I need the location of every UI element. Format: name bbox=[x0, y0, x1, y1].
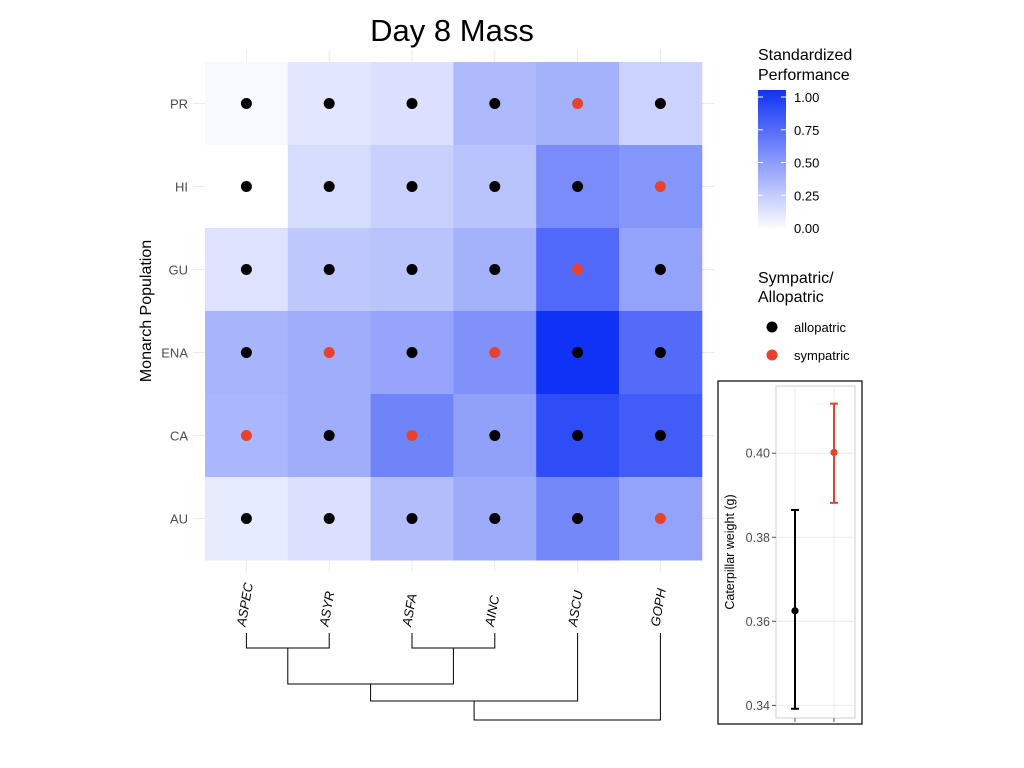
heatmap-point-GU-ASFA bbox=[406, 264, 418, 275]
heatmap-point-ENA-ASCU bbox=[572, 347, 584, 358]
heatmap-point-GU-ASPEC bbox=[240, 264, 252, 275]
heatmap-point-HI-GOPH bbox=[654, 181, 666, 192]
color-bar-tick-label-2: 0.50 bbox=[794, 156, 819, 171]
heatmap-point-CA-GOPH bbox=[654, 430, 666, 441]
point-legend-items: allopatric sympatric bbox=[766, 320, 850, 363]
color-legend-title-line2: Performance bbox=[758, 67, 850, 84]
inset-y-tick-label-2: 0.38 bbox=[746, 531, 770, 545]
heatmap-point-HI-ASCU bbox=[572, 181, 584, 192]
heatmap-point-HI-AINC bbox=[489, 181, 501, 192]
y-tick-label-GU: GU bbox=[169, 263, 189, 278]
point-legend-key-allopatric bbox=[766, 321, 778, 333]
heatmap-point-HI-ASYR bbox=[323, 181, 335, 192]
inset-y-tick-label-0: 0.34 bbox=[746, 699, 770, 713]
y-tick-label-ENA: ENA bbox=[161, 346, 188, 361]
heatmap-cells bbox=[205, 62, 703, 561]
heatmap-point-PR-ASFA bbox=[406, 98, 418, 109]
heatmap-point-AU-AINC bbox=[489, 513, 501, 524]
dendrogram bbox=[245, 633, 661, 721]
color-legend-title-line1: Standardized bbox=[758, 47, 852, 64]
point-legend: Sympatric/ Allopatric allopatric sympatri… bbox=[758, 270, 850, 363]
x-tick-label-ASPEC: ASPEC bbox=[233, 581, 256, 629]
heatmap-point-CA-ASFA bbox=[406, 430, 418, 441]
heatmap-point-ENA-ASPEC bbox=[240, 347, 252, 358]
inset-frame bbox=[717, 380, 863, 725]
heatmap-point-PR-ASPEC bbox=[240, 98, 252, 109]
heatmap-point-PR-GOPH bbox=[654, 98, 666, 109]
y-tick-labels: PR HI GU ENA CA AU bbox=[161, 97, 188, 527]
heatmap-point-CA-ASCU bbox=[572, 430, 584, 441]
heatmap-points bbox=[240, 98, 666, 524]
heatmap-point-AU-GOPH bbox=[654, 513, 666, 524]
chart-title: Day 8 Mass bbox=[370, 13, 534, 48]
heatmap-point-AU-ASPEC bbox=[240, 513, 252, 524]
heatmap-point-GU-ASYR bbox=[323, 264, 335, 275]
inset-y-tick-label-3: 0.40 bbox=[746, 447, 770, 461]
color-bar-tick-label-4: 0.00 bbox=[794, 221, 819, 236]
dendrogram-branch-aspec-asyr bbox=[245, 633, 330, 649]
y-tick-label-PR: PR bbox=[170, 97, 188, 112]
heatmap-point-PR-AINC bbox=[489, 98, 501, 109]
color-bar-ticks: 1.00 0.75 0.50 0.25 0.00 bbox=[758, 90, 819, 236]
heatmap-point-CA-ASPEC bbox=[240, 430, 252, 441]
inset-point-sympatric bbox=[830, 448, 838, 456]
heatmap-point-ENA-GOPH bbox=[654, 347, 666, 358]
heatmap-point-PR-ASCU bbox=[572, 98, 584, 109]
dendrogram-branch-milkweed-pair bbox=[287, 648, 454, 685]
y-axis-label: Monarch Population bbox=[138, 240, 155, 382]
heatmap-point-ENA-ASYR bbox=[323, 347, 335, 358]
inset-chart: 0.34 0.36 0.38 0.40 Caterpillar weight (g) bbox=[717, 380, 863, 725]
color-bar-tick-label-1: 0.75 bbox=[794, 123, 819, 138]
x-tick-label-ASFA: ASFA bbox=[399, 592, 420, 628]
heatmap-point-HI-ASFA bbox=[406, 181, 418, 192]
color-scale-legend: Standardized Performance 1.00 0.75 0.50 0.2… bbox=[758, 47, 852, 236]
heatmap-point-GU-ASCU bbox=[572, 264, 584, 275]
heatmap-point-AU-ASYR bbox=[323, 513, 335, 524]
inset-plot-area: 0.34 0.36 0.38 0.40 bbox=[746, 385, 856, 722]
heatmap-point-CA-ASYR bbox=[323, 430, 335, 441]
heatmap-point-ENA-ASFA bbox=[406, 347, 418, 358]
heatmap-point-GU-GOPH bbox=[654, 264, 666, 275]
color-bar-tick-label-0: 1.00 bbox=[794, 90, 819, 105]
inset-panel-border bbox=[775, 385, 856, 719]
heatmap-point-HI-ASPEC bbox=[240, 181, 252, 192]
x-tick-label-AINC: AINC bbox=[482, 594, 502, 629]
inset-point-allopatric bbox=[791, 607, 799, 615]
point-legend-title-line2: Allopatric bbox=[758, 289, 824, 306]
x-tick-label-GOPH: GOPH bbox=[648, 587, 670, 628]
x-tick-label-ASCU: ASCU bbox=[565, 589, 586, 629]
point-legend-key-sympatric bbox=[766, 349, 778, 361]
color-bar-tick-label-3: 0.25 bbox=[794, 188, 819, 203]
point-legend-title-line1: Sympatric/ bbox=[758, 270, 834, 287]
inset-y-tick-label-1: 0.36 bbox=[746, 615, 770, 629]
dendrogram-branch-ascu bbox=[370, 633, 579, 702]
inset-y-axis-label: Caterpillar weight (g) bbox=[723, 494, 737, 609]
y-tick-label-CA: CA bbox=[170, 429, 188, 444]
heatmap-point-CA-AINC bbox=[489, 430, 501, 441]
x-tick-label-ASYR: ASYR bbox=[316, 590, 337, 628]
point-legend-label-sympatric: sympatric bbox=[794, 348, 850, 363]
y-tick-label-AU: AU bbox=[170, 512, 188, 527]
point-legend-label-allopatric: allopatric bbox=[794, 320, 847, 335]
heatmap-point-AU-ASFA bbox=[406, 513, 418, 524]
y-tick-label-HI: HI bbox=[175, 180, 188, 195]
color-bar bbox=[758, 90, 786, 230]
heatmap-point-ENA-AINC bbox=[489, 347, 501, 358]
heatmap-point-AU-ASCU bbox=[572, 513, 584, 524]
dendrogram-branch-asfa-ainc bbox=[411, 633, 496, 649]
heatmap-point-GU-AINC bbox=[489, 264, 501, 275]
heatmap-point-PR-ASYR bbox=[323, 98, 335, 109]
x-tick-labels: ASPEC ASYR ASFA AINC ASCU GOPH bbox=[233, 581, 669, 629]
dendrogram-branch-goph bbox=[473, 633, 661, 721]
